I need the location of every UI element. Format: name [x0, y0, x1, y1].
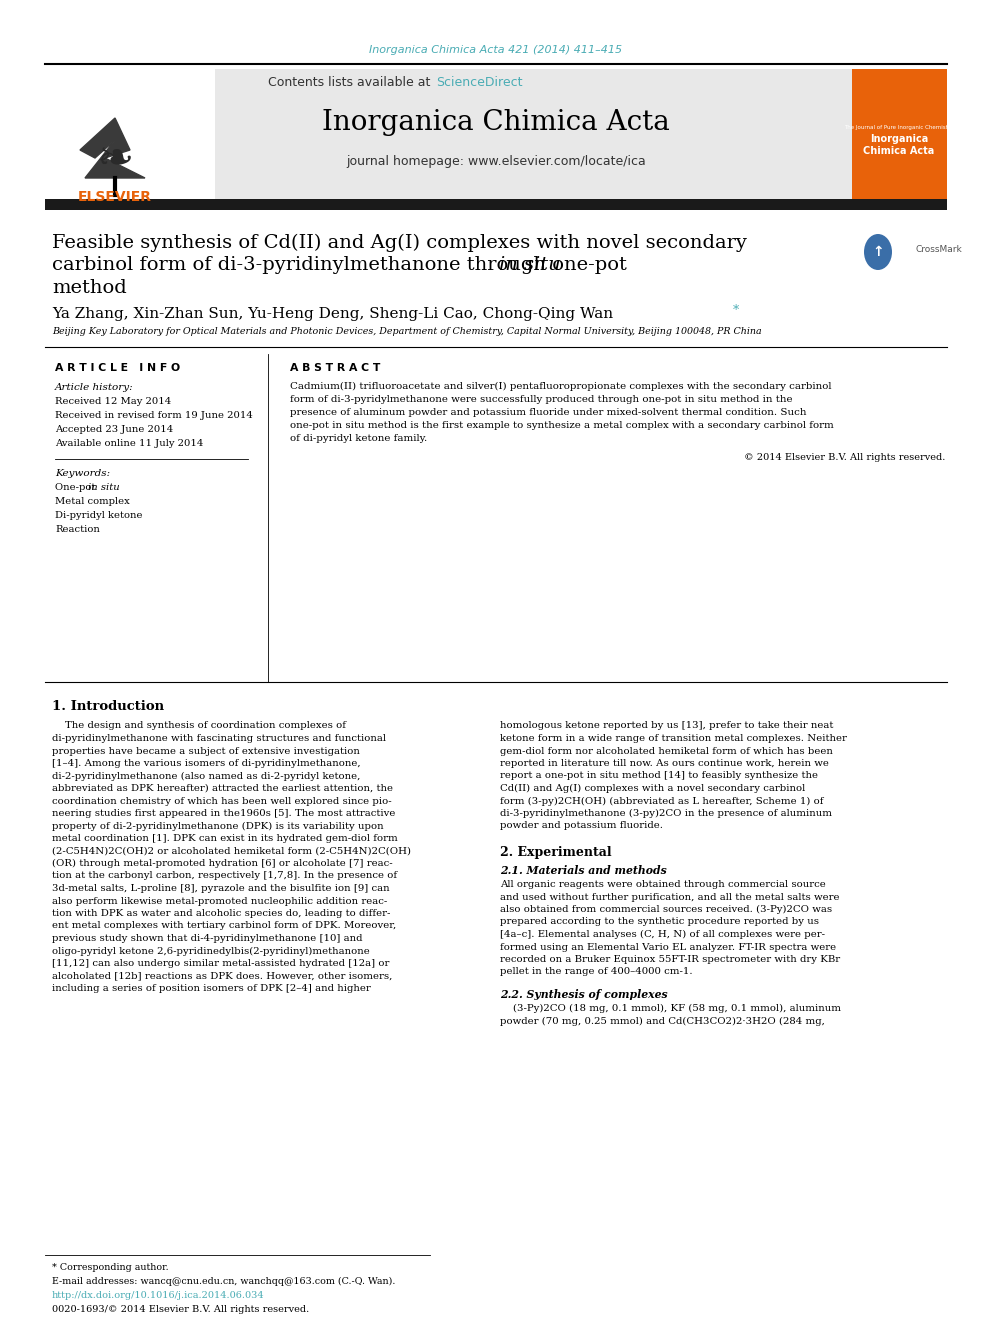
- Text: powder and potassium fluoride.: powder and potassium fluoride.: [500, 822, 663, 831]
- Text: di-3-pyridinylmethanone (3-py)2CO in the presence of aluminum: di-3-pyridinylmethanone (3-py)2CO in the…: [500, 808, 832, 818]
- Text: Received in revised form 19 June 2014: Received in revised form 19 June 2014: [55, 410, 253, 419]
- Text: (3-Py)2CO (18 mg, 0.1 mmol), KF (58 mg, 0.1 mmol), aluminum: (3-Py)2CO (18 mg, 0.1 mmol), KF (58 mg, …: [500, 1004, 841, 1013]
- Text: A R T I C L E   I N F O: A R T I C L E I N F O: [55, 363, 181, 373]
- Text: prepared according to the synthetic procedure reported by us: prepared according to the synthetic proc…: [500, 917, 819, 926]
- Text: ELSEVIER: ELSEVIER: [78, 191, 152, 204]
- Text: (OR) through metal-promoted hydration [6] or alcoholate [7] reac-: (OR) through metal-promoted hydration [6…: [52, 859, 393, 868]
- Text: neering studies first appeared in the1960s [5]. The most attractive: neering studies first appeared in the196…: [52, 808, 396, 818]
- Text: Metal complex: Metal complex: [55, 496, 130, 505]
- Text: Reaction: Reaction: [55, 524, 100, 533]
- Text: [4a–c]. Elemental analyses (C, H, N) of all complexes were per-: [4a–c]. Elemental analyses (C, H, N) of …: [500, 930, 825, 939]
- Text: (2-C5H4N)2C(OH)2 or alcoholated hemiketal form (2-C5H4N)2C(OH): (2-C5H4N)2C(OH)2 or alcoholated hemiketa…: [52, 847, 411, 856]
- Text: form of di-3-pyridylmethanone were successfully produced through one-pot in situ: form of di-3-pyridylmethanone were succe…: [290, 394, 793, 404]
- Text: 2.2. Synthesis of complexes: 2.2. Synthesis of complexes: [500, 990, 668, 1000]
- Text: in situ: in situ: [499, 255, 561, 274]
- Text: Feasible synthesis of Cd(II) and Ag(I) complexes with novel secondary: Feasible synthesis of Cd(II) and Ag(I) c…: [52, 234, 747, 253]
- Text: tion at the carbonyl carbon, respectively [1,7,8]. In the presence of: tion at the carbonyl carbon, respectivel…: [52, 872, 397, 881]
- Text: and used without further purification, and all the metal salts were: and used without further purification, a…: [500, 893, 839, 901]
- Text: Contents lists available at: Contents lists available at: [268, 75, 434, 89]
- Text: one-pot in situ method is the first example to synthesize a metal complex with a: one-pot in situ method is the first exam…: [290, 421, 833, 430]
- Text: Di-pyridyl ketone: Di-pyridyl ketone: [55, 511, 143, 520]
- Text: in situ: in situ: [88, 483, 120, 492]
- Text: Keywords:: Keywords:: [55, 468, 110, 478]
- Polygon shape: [80, 118, 145, 179]
- Text: Received 12 May 2014: Received 12 May 2014: [55, 397, 172, 406]
- Text: All organic reagents were obtained through commercial source: All organic reagents were obtained throu…: [500, 880, 825, 889]
- Text: abbreviated as DPK hereafter) attracted the earliest attention, the: abbreviated as DPK hereafter) attracted …: [52, 785, 393, 792]
- Text: One-pot: One-pot: [55, 483, 98, 492]
- Text: di-pyridinylmethanone with fascinating structures and functional: di-pyridinylmethanone with fascinating s…: [52, 734, 386, 744]
- Text: form (3-py)2CH(OH) (abbreviated as L hereafter, Scheme 1) of: form (3-py)2CH(OH) (abbreviated as L her…: [500, 796, 823, 806]
- Text: pellet in the range of 400–4000 cm-1.: pellet in the range of 400–4000 cm-1.: [500, 967, 692, 976]
- Text: report a one-pot in situ method [14] to feasibly synthesize the: report a one-pot in situ method [14] to …: [500, 771, 818, 781]
- Text: metal coordination [1]. DPK can exist in its hydrated gem-diol form: metal coordination [1]. DPK can exist in…: [52, 833, 398, 843]
- Text: journal homepage: www.elsevier.com/locate/ica: journal homepage: www.elsevier.com/locat…: [346, 156, 646, 168]
- Text: Inorganica
Chimica Acta: Inorganica Chimica Acta: [863, 134, 934, 156]
- Text: [11,12] can also undergo similar metal-assisted hydrated [12a] or: [11,12] can also undergo similar metal-a…: [52, 959, 390, 968]
- Text: © 2014 Elsevier B.V. All rights reserved.: © 2014 Elsevier B.V. All rights reserved…: [744, 454, 945, 463]
- Text: ketone form in a wide range of transition metal complexes. Neither: ketone form in a wide range of transitio…: [500, 734, 847, 744]
- Ellipse shape: [864, 234, 892, 270]
- Text: 2. Experimental: 2. Experimental: [500, 845, 612, 859]
- Text: homologous ketone reported by us [13], prefer to take their neat: homologous ketone reported by us [13], p…: [500, 721, 833, 730]
- Text: also perform likewise metal-promoted nucleophilic addition reac-: also perform likewise metal-promoted nuc…: [52, 897, 387, 905]
- Text: reported in literature till now. As ours continue work, herein we: reported in literature till now. As ours…: [500, 759, 829, 767]
- Text: gem-diol form nor alcoholated hemiketal form of which has been: gem-diol form nor alcoholated hemiketal …: [500, 746, 833, 755]
- Text: http://dx.doi.org/10.1016/j.ica.2014.06.034: http://dx.doi.org/10.1016/j.ica.2014.06.…: [52, 1291, 265, 1301]
- Text: also obtained from commercial sources received. (3-Py)2CO was: also obtained from commercial sources re…: [500, 905, 832, 914]
- Bar: [215, 69, 852, 202]
- Text: A B S T R A C T: A B S T R A C T: [290, 363, 380, 373]
- Text: ❧: ❧: [96, 139, 134, 181]
- Text: The design and synthesis of coordination complexes of: The design and synthesis of coordination…: [52, 721, 346, 730]
- Text: Article history:: Article history:: [55, 382, 134, 392]
- Text: previous study shown that di-4-pyridinylmethanone [10] and: previous study shown that di-4-pyridinyl…: [52, 934, 362, 943]
- Text: Cadmium(II) trifluoroacetate and silver(I) pentafluoropropionate complexes with : Cadmium(II) trifluoroacetate and silver(…: [290, 381, 831, 390]
- Text: method: method: [52, 279, 127, 296]
- Text: formed using an Elemental Vario EL analyzer. FT-IR spectra were: formed using an Elemental Vario EL analy…: [500, 942, 836, 951]
- Text: 1. Introduction: 1. Introduction: [52, 700, 164, 713]
- Text: The Journal of Pure Inorganic Chemistry: The Journal of Pure Inorganic Chemistry: [844, 126, 953, 131]
- Text: tion with DPK as water and alcoholic species do, leading to differ-: tion with DPK as water and alcoholic spe…: [52, 909, 391, 918]
- Bar: [45, 198, 947, 210]
- Text: Available online 11 July 2014: Available online 11 July 2014: [55, 438, 203, 447]
- Text: CrossMark: CrossMark: [916, 245, 963, 254]
- Text: ↑: ↑: [872, 245, 884, 259]
- Text: di-2-pyridinylmethanone (also named as di-2-pyridyl ketone,: di-2-pyridinylmethanone (also named as d…: [52, 771, 360, 781]
- Text: ent metal complexes with tertiary carbinol form of DPK. Moreover,: ent metal complexes with tertiary carbin…: [52, 922, 396, 930]
- Text: presence of aluminum powder and potassium fluoride under mixed-solvent thermal c: presence of aluminum powder and potassiu…: [290, 407, 806, 417]
- Text: Beijing Key Laboratory for Optical Materials and Photonic Devices, Department of: Beijing Key Laboratory for Optical Mater…: [52, 328, 762, 336]
- Text: [1–4]. Among the various isomers of di-pyridinylmethanone,: [1–4]. Among the various isomers of di-p…: [52, 759, 361, 767]
- Text: Inorganica Chimica Acta 421 (2014) 411–415: Inorganica Chimica Acta 421 (2014) 411–4…: [369, 45, 623, 56]
- Text: ScienceDirect: ScienceDirect: [436, 75, 523, 89]
- Text: * Corresponding author.: * Corresponding author.: [52, 1263, 169, 1273]
- Text: property of di-2-pyridinylmethanone (DPK) is its variability upon: property of di-2-pyridinylmethanone (DPK…: [52, 822, 384, 831]
- Text: alcoholated [12b] reactions as DPK does. However, other isomers,: alcoholated [12b] reactions as DPK does.…: [52, 971, 393, 980]
- Text: coordination chemistry of which has been well explored since pio-: coordination chemistry of which has been…: [52, 796, 392, 806]
- Text: Ya Zhang, Xin-Zhan Sun, Yu-Heng Deng, Sheng-Li Cao, Chong-Qing Wan: Ya Zhang, Xin-Zhan Sun, Yu-Heng Deng, Sh…: [52, 307, 613, 321]
- Text: Cd(II) and Ag(I) complexes with a novel secondary carbinol: Cd(II) and Ag(I) complexes with a novel …: [500, 785, 806, 792]
- Text: 0020-1693/© 2014 Elsevier B.V. All rights reserved.: 0020-1693/© 2014 Elsevier B.V. All right…: [52, 1304, 310, 1314]
- Text: of di-pyridyl ketone family.: of di-pyridyl ketone family.: [290, 434, 428, 443]
- Text: Accepted 23 June 2014: Accepted 23 June 2014: [55, 425, 174, 434]
- Text: carbinol form of di-3-pyridinylmethanone through one-pot: carbinol form of di-3-pyridinylmethanone…: [52, 255, 633, 274]
- Text: 2.1. Materials and methods: 2.1. Materials and methods: [500, 865, 667, 876]
- Bar: [45, 69, 215, 202]
- Text: including a series of position isomers of DPK [2–4] and higher: including a series of position isomers o…: [52, 984, 371, 994]
- Text: properties have became a subject of extensive investigation: properties have became a subject of exte…: [52, 746, 360, 755]
- Text: powder (70 mg, 0.25 mmol) and Cd(CH3CO2)2·3H2O (284 mg,: powder (70 mg, 0.25 mmol) and Cd(CH3CO2)…: [500, 1016, 825, 1025]
- Text: oligo-pyridyl ketone 2,6-pyridinedylbis(2-pyridinyl)methanone: oligo-pyridyl ketone 2,6-pyridinedylbis(…: [52, 946, 370, 955]
- Text: Inorganica Chimica Acta: Inorganica Chimica Acta: [322, 108, 670, 135]
- Bar: [852, 69, 947, 202]
- Text: E-mail addresses: wancq@cnu.edu.cn, wanchqq@163.com (C.-Q. Wan).: E-mail addresses: wancq@cnu.edu.cn, wanc…: [52, 1277, 396, 1286]
- Text: 3d-metal salts, L-proline [8], pyrazole and the bisulfite ion [9] can: 3d-metal salts, L-proline [8], pyrazole …: [52, 884, 390, 893]
- Text: recorded on a Bruker Equinox 55FT-IR spectrometer with dry KBr: recorded on a Bruker Equinox 55FT-IR spe…: [500, 955, 840, 964]
- Text: *: *: [733, 303, 739, 316]
